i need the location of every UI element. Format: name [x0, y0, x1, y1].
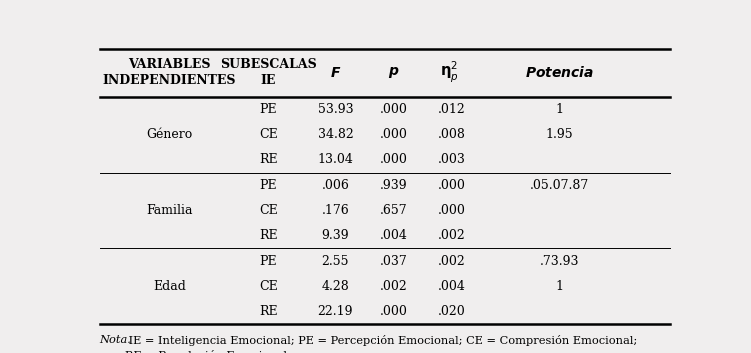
Text: Género: Género [146, 128, 193, 141]
Text: .000: .000 [380, 305, 408, 318]
Text: $\mathbf{\eta}_p^2$: $\mathbf{\eta}_p^2$ [439, 60, 458, 85]
Text: VARIABLES
INDEPENDIENTES: VARIABLES INDEPENDIENTES [103, 59, 237, 88]
Text: $\bfit{p}$: $\bfit{p}$ [388, 65, 400, 80]
Text: Nota.: Nota. [100, 335, 131, 345]
Text: .004: .004 [380, 229, 408, 242]
Text: 22.19: 22.19 [318, 305, 353, 318]
Text: 13.04: 13.04 [318, 154, 354, 166]
Text: .939: .939 [380, 179, 408, 192]
Text: .000: .000 [438, 204, 466, 217]
Text: .006: .006 [321, 179, 349, 192]
Text: 1: 1 [556, 280, 563, 293]
Text: .176: .176 [321, 204, 349, 217]
Text: .020: .020 [438, 305, 466, 318]
Text: 9.39: 9.39 [321, 229, 349, 242]
Text: Familia: Familia [146, 204, 193, 217]
Text: .000: .000 [380, 128, 408, 141]
Text: $\bfit{F}$: $\bfit{F}$ [330, 66, 341, 80]
Text: 1.95: 1.95 [546, 128, 573, 141]
Text: RE: RE [259, 305, 278, 318]
Text: .002: .002 [438, 229, 466, 242]
Text: PE: PE [260, 179, 277, 192]
Text: RE: RE [259, 154, 278, 166]
Text: PE: PE [260, 103, 277, 116]
Text: RE: RE [259, 229, 278, 242]
Text: 34.82: 34.82 [318, 128, 353, 141]
Text: .003: .003 [438, 154, 466, 166]
Text: Edad: Edad [153, 280, 186, 293]
Text: CE: CE [259, 280, 278, 293]
Text: .05.07.87: .05.07.87 [530, 179, 589, 192]
Text: .000: .000 [380, 103, 408, 116]
Text: .004: .004 [438, 280, 466, 293]
Text: .002: .002 [380, 280, 408, 293]
Text: .008: .008 [438, 128, 466, 141]
Text: CE: CE [259, 204, 278, 217]
Text: .037: .037 [380, 255, 408, 268]
Text: .657: .657 [380, 204, 408, 217]
Text: .002: .002 [438, 255, 466, 268]
Text: 4.28: 4.28 [321, 280, 349, 293]
Text: .000: .000 [380, 154, 408, 166]
Text: .012: .012 [438, 103, 466, 116]
Text: SUBESCALAS
IE: SUBESCALAS IE [220, 59, 317, 88]
Text: IE = Inteligencia Emocional; PE = Percepción Emocional; CE = Compresión Emociona: IE = Inteligencia Emocional; PE = Percep… [125, 335, 638, 353]
Text: .73.93: .73.93 [540, 255, 579, 268]
Text: CE: CE [259, 128, 278, 141]
Text: 53.93: 53.93 [318, 103, 353, 116]
Text: 2.55: 2.55 [321, 255, 349, 268]
Text: PE: PE [260, 255, 277, 268]
Text: $\bfit{Potencia}$: $\bfit{Potencia}$ [525, 65, 594, 80]
Text: .000: .000 [438, 179, 466, 192]
Text: 1: 1 [556, 103, 563, 116]
